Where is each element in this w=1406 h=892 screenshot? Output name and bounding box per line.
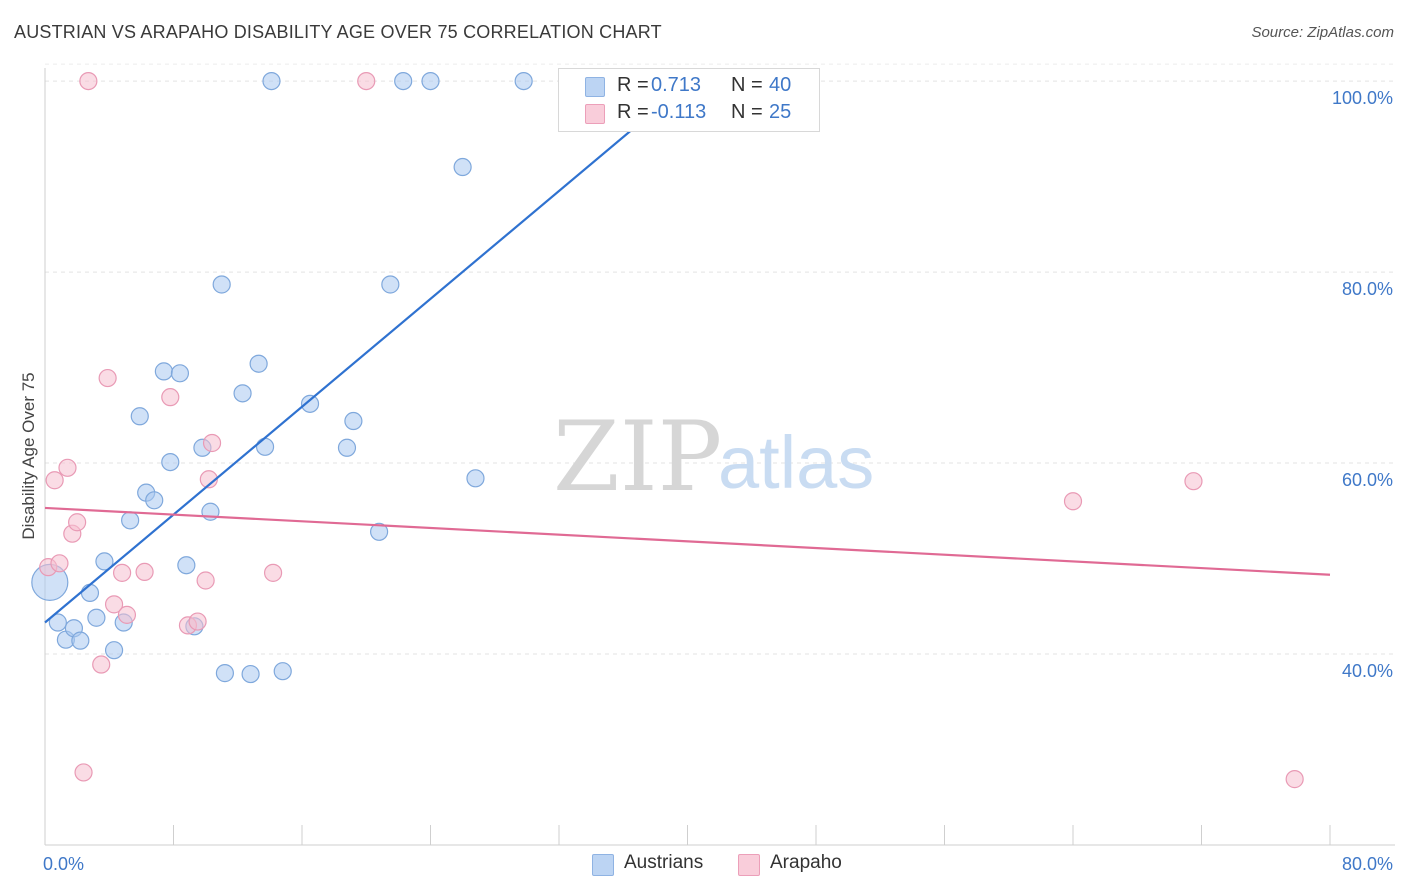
point-austrians <box>161 452 180 472</box>
point-arapaho <box>135 562 154 582</box>
point-austrians <box>394 71 413 91</box>
chart-title: AUSTRIAN VS ARAPAHO DISABILITY AGE OVER … <box>14 22 662 42</box>
point-arapaho <box>92 655 111 674</box>
legend-n-label: N = <box>731 74 763 96</box>
point-arapaho <box>196 571 215 590</box>
point-austrians <box>344 411 363 431</box>
source-label: Source: ZipAtlas.com <box>1251 24 1394 41</box>
series-arapaho <box>39 71 1304 789</box>
point-austrians <box>71 631 90 650</box>
point-arapaho <box>202 433 222 453</box>
point-austrians <box>87 608 106 627</box>
legend-label-arapaho: Arapaho <box>770 852 842 873</box>
point-arapaho <box>1285 770 1304 789</box>
point-austrians <box>233 384 252 403</box>
point-arapaho <box>117 605 137 624</box>
point-arapaho <box>1063 492 1083 511</box>
point-austrians <box>130 407 149 426</box>
point-arapaho <box>199 470 218 489</box>
point-austrians <box>370 522 389 541</box>
point-arapaho <box>58 458 77 477</box>
grid-lines <box>45 63 1395 655</box>
point-arapaho <box>104 595 124 614</box>
point-austrians <box>241 664 260 684</box>
point-arapaho <box>112 563 132 582</box>
point-austrians <box>104 641 124 660</box>
y-tick-label: 60.0% <box>1342 470 1393 490</box>
point-austrians <box>466 469 485 488</box>
legend-n-value: 25 <box>769 101 792 123</box>
point-austrians <box>421 71 440 91</box>
legend-r-label: R = <box>617 101 649 123</box>
legend-label-austrians: Austrians <box>624 852 704 873</box>
series-legend: Austrians Arapaho <box>0 852 1406 878</box>
point-austrians <box>249 354 268 373</box>
x-tick-label: 80.0% <box>1342 854 1393 874</box>
legend-swatch-arapaho <box>738 854 760 876</box>
legend-swatch-austrians <box>585 77 605 97</box>
point-arapaho <box>74 763 93 782</box>
point-austrians <box>300 394 320 413</box>
point-austrians <box>514 71 533 91</box>
point-arapaho <box>98 368 117 388</box>
y-tick-label: 100.0% <box>1332 88 1393 108</box>
point-austrians <box>212 275 231 294</box>
correlation-legend: R = 0.713 N = 40 R = -0.113 N = 25 <box>558 68 820 132</box>
legend-r-value: -0.113 <box>651 101 707 123</box>
axes <box>44 68 1395 846</box>
point-austrians <box>381 275 400 294</box>
legend-n-label: N = <box>731 101 763 123</box>
x-tick-labels: 0.0% 80.0% <box>43 854 1393 874</box>
point-arapaho <box>357 71 376 91</box>
trend-line-arapaho <box>44 506 1331 576</box>
point-austrians <box>262 71 281 91</box>
legend-r-value: 0.713 <box>651 74 702 96</box>
series-austrians <box>31 71 721 684</box>
point-arapaho <box>50 554 69 573</box>
point-austrians <box>154 362 173 381</box>
y-axis-label: Disability Age Over 75 <box>19 372 38 539</box>
point-arapaho <box>68 513 87 532</box>
y-tick-label: 40.0% <box>1342 661 1393 681</box>
watermark-zip: ZIP <box>553 401 722 513</box>
point-arapaho <box>1184 472 1203 491</box>
point-austrians <box>145 491 164 510</box>
point-austrians <box>337 438 357 457</box>
x-tick-label: 0.0% <box>43 854 84 874</box>
trend-line-austrians <box>44 75 697 624</box>
legend-swatch-austrians <box>592 854 614 876</box>
point-austrians <box>177 556 196 575</box>
point-arapaho <box>188 612 207 631</box>
point-austrians <box>80 583 100 603</box>
point-arapaho <box>45 471 64 490</box>
point-arapaho <box>79 71 98 91</box>
point-austrians <box>170 364 190 383</box>
point-arapaho <box>263 563 283 582</box>
point-austrians <box>121 511 140 530</box>
point-austrians <box>95 552 114 571</box>
trend-lines <box>44 75 1331 624</box>
point-austrians <box>453 157 472 177</box>
watermark-atlas: atlas <box>718 421 874 504</box>
legend-r-label: R = <box>617 74 649 96</box>
point-austrians <box>215 664 234 683</box>
point-austrians <box>273 662 292 681</box>
watermark: ZIP atlas <box>553 401 874 513</box>
legend-swatch-arapaho <box>585 104 605 124</box>
point-austrians <box>48 613 67 632</box>
point-arapaho <box>161 388 180 407</box>
y-tick-label: 80.0% <box>1342 279 1393 299</box>
legend-n-value: 40 <box>769 74 792 96</box>
y-tick-labels: 40.0% 60.0% 80.0% 100.0% <box>1332 88 1393 681</box>
point-austrians <box>255 437 275 456</box>
